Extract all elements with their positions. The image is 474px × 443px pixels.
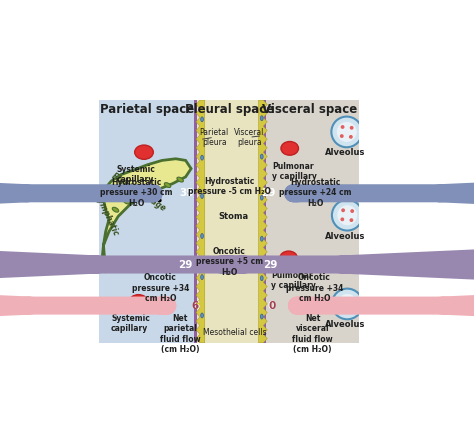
Text: Stoma: Stoma <box>219 212 249 222</box>
Text: Net
parietal
fluid flow
(cm H₂O): Net parietal fluid flow (cm H₂O) <box>160 314 201 354</box>
Text: 29: 29 <box>263 260 277 269</box>
Text: 35: 35 <box>180 188 194 198</box>
Text: Fluid drainage: Fluid drainage <box>110 171 167 213</box>
Text: Parietal
pleura: Parietal pleura <box>200 128 229 147</box>
Text: Alveolus: Alveolus <box>326 320 366 330</box>
Ellipse shape <box>260 314 263 319</box>
Text: Pleural space: Pleural space <box>185 103 274 117</box>
Bar <box>195 100 264 343</box>
Bar <box>99 100 195 343</box>
Ellipse shape <box>129 295 148 309</box>
Text: Net
visceral
fluid flow
(cm H₂O): Net visceral fluid flow (cm H₂O) <box>292 314 333 354</box>
Ellipse shape <box>260 116 263 120</box>
Text: 0: 0 <box>267 301 275 311</box>
Circle shape <box>340 218 344 221</box>
Ellipse shape <box>164 183 171 187</box>
Circle shape <box>341 297 345 301</box>
Text: Pulmonar
y capillary: Pulmonar y capillary <box>272 162 317 181</box>
Text: Hydrostatic
pressure +30 cm
H₂O: Hydrostatic pressure +30 cm H₂O <box>100 178 173 208</box>
Polygon shape <box>102 159 191 273</box>
Ellipse shape <box>151 187 157 191</box>
Ellipse shape <box>123 199 130 204</box>
Text: Hydrostatic
pressure -5 cm H₂O: Hydrostatic pressure -5 cm H₂O <box>188 177 271 196</box>
Circle shape <box>337 294 357 314</box>
Circle shape <box>337 122 356 142</box>
Ellipse shape <box>112 207 118 212</box>
Ellipse shape <box>177 177 183 182</box>
Text: 6: 6 <box>193 301 200 311</box>
Ellipse shape <box>137 191 144 196</box>
Ellipse shape <box>260 236 263 241</box>
Ellipse shape <box>201 233 203 238</box>
Text: Systemic
capillary: Systemic capillary <box>111 314 150 333</box>
Text: Oncotic
pressure +34
cm H₂O: Oncotic pressure +34 cm H₂O <box>286 273 343 303</box>
Text: Pulmonar
y capillary: Pulmonar y capillary <box>271 271 316 291</box>
Ellipse shape <box>260 154 263 159</box>
Ellipse shape <box>260 195 263 200</box>
Ellipse shape <box>201 155 203 160</box>
Ellipse shape <box>281 141 299 155</box>
Circle shape <box>350 298 354 302</box>
Text: 29: 29 <box>178 260 193 269</box>
Text: Alveolus: Alveolus <box>326 232 366 241</box>
Ellipse shape <box>135 145 153 159</box>
Circle shape <box>332 289 363 319</box>
Circle shape <box>349 218 353 222</box>
Text: Oncotic
pressure +34
cm H₂O: Oncotic pressure +34 cm H₂O <box>132 273 189 303</box>
Ellipse shape <box>201 117 203 122</box>
Ellipse shape <box>201 313 203 318</box>
Text: 0: 0 <box>268 301 275 311</box>
Circle shape <box>341 208 345 212</box>
Bar <box>194 100 197 343</box>
Polygon shape <box>258 100 267 343</box>
Circle shape <box>341 125 345 129</box>
Circle shape <box>350 209 354 213</box>
Circle shape <box>349 307 353 311</box>
Text: Visceral
pleura: Visceral pleura <box>234 128 264 147</box>
Text: Parietal space: Parietal space <box>100 103 194 117</box>
Text: Oncotic
pressure +5 cm
H₂O: Oncotic pressure +5 cm H₂O <box>196 247 263 277</box>
Text: 29: 29 <box>261 188 275 198</box>
Circle shape <box>350 126 354 130</box>
Circle shape <box>332 200 363 230</box>
Ellipse shape <box>201 194 203 198</box>
Text: Hydrostatic
pressure +24 cm
H₂O: Hydrostatic pressure +24 cm H₂O <box>279 178 352 208</box>
Ellipse shape <box>201 275 203 280</box>
Text: Mesothelial cells: Mesothelial cells <box>203 328 267 337</box>
Ellipse shape <box>280 251 297 265</box>
Text: Alveolus: Alveolus <box>326 148 366 157</box>
Bar <box>263 100 265 343</box>
Circle shape <box>340 306 344 310</box>
Circle shape <box>349 135 353 139</box>
Circle shape <box>337 205 357 225</box>
Polygon shape <box>196 100 205 343</box>
Text: Lymphatic: Lymphatic <box>93 194 120 238</box>
Text: Visceral space: Visceral space <box>263 103 357 117</box>
Circle shape <box>340 134 344 138</box>
Text: 6: 6 <box>191 301 199 311</box>
Bar <box>264 100 359 343</box>
Text: Systemic
capillary: Systemic capillary <box>117 165 155 184</box>
Ellipse shape <box>260 276 263 281</box>
Circle shape <box>331 117 362 147</box>
